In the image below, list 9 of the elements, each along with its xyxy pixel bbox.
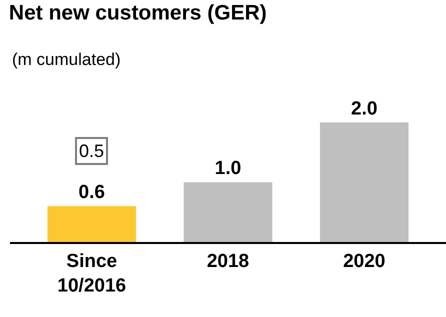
x-tick-label: 2018	[206, 250, 250, 272]
data-label: 2.0	[351, 98, 378, 120]
chart-subtitle: (m cumulated)	[12, 50, 121, 69]
data-label: 0.6	[78, 182, 105, 204]
data-label: 1.0	[214, 158, 242, 180]
chart-title: Net new customers (GER)	[8, 1, 267, 24]
x-tick-label: Since 10/2016	[57, 250, 126, 296]
annotation: 0.5	[79, 141, 104, 161]
x-tick-label: 2020	[343, 250, 386, 272]
